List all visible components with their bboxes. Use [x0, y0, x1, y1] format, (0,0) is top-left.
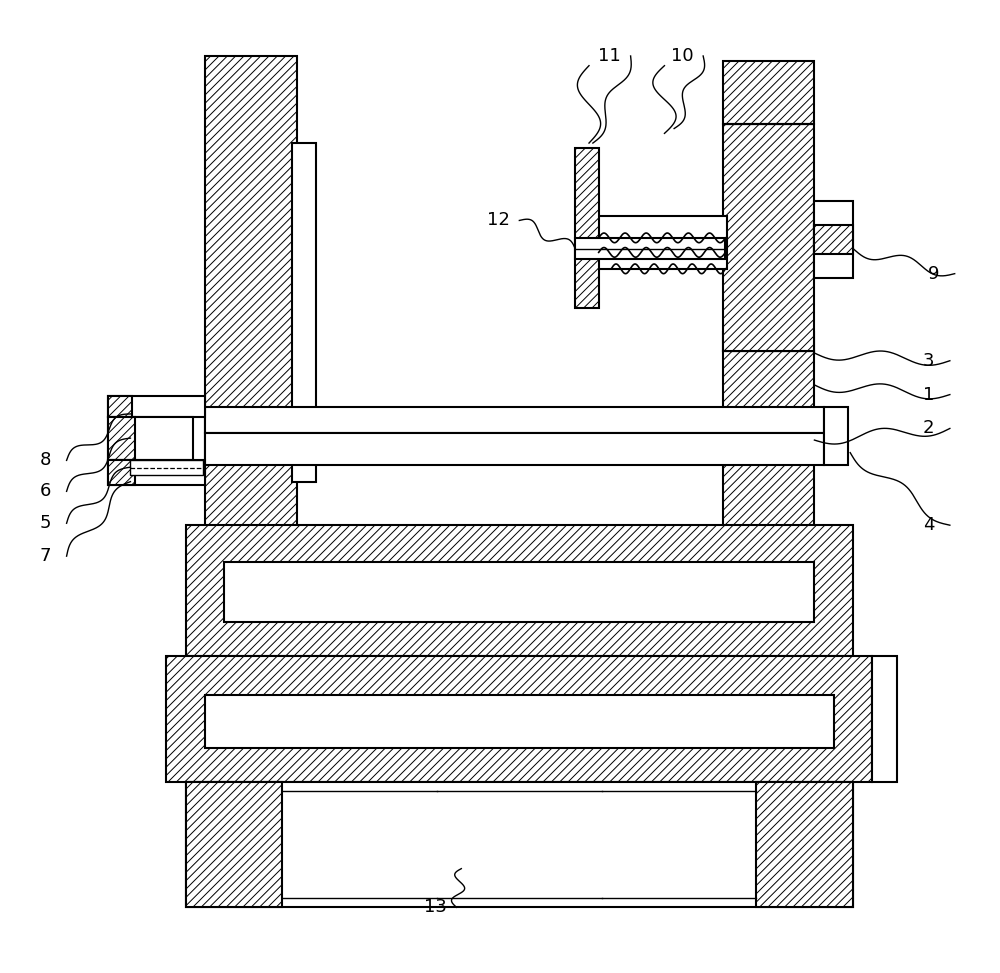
Bar: [577, 216, 727, 269]
Bar: [108, 396, 132, 416]
Text: 11: 11: [598, 47, 621, 65]
Bar: [723, 332, 814, 351]
Bar: [205, 407, 824, 433]
Bar: [756, 781, 853, 908]
Bar: [824, 407, 848, 465]
Text: 13: 13: [424, 898, 447, 917]
Text: 4: 4: [923, 517, 934, 534]
Text: 3: 3: [923, 351, 934, 370]
Text: 2: 2: [923, 419, 934, 438]
Bar: [205, 433, 824, 465]
Bar: [814, 226, 853, 254]
Text: 10: 10: [671, 47, 693, 65]
Text: 1: 1: [923, 385, 934, 404]
Bar: [108, 460, 205, 485]
Text: 9: 9: [928, 265, 939, 283]
Bar: [872, 656, 897, 781]
Bar: [723, 124, 814, 351]
Bar: [108, 460, 135, 485]
Bar: [814, 201, 853, 278]
Text: 12: 12: [487, 211, 510, 230]
Bar: [108, 396, 205, 416]
Text: 6: 6: [40, 483, 51, 500]
Bar: [186, 781, 282, 908]
Bar: [108, 416, 135, 460]
Text: 8: 8: [40, 451, 51, 469]
Bar: [575, 148, 599, 307]
Bar: [186, 781, 853, 908]
Bar: [205, 56, 297, 564]
Bar: [205, 695, 834, 747]
Bar: [575, 237, 725, 259]
Text: 5: 5: [40, 515, 51, 532]
Text: 7: 7: [40, 547, 51, 565]
Bar: [723, 351, 814, 564]
Bar: [166, 656, 872, 781]
Bar: [130, 460, 203, 475]
Bar: [108, 416, 193, 460]
Bar: [186, 525, 853, 656]
Bar: [224, 562, 814, 622]
Bar: [723, 61, 814, 124]
Bar: [292, 143, 316, 482]
